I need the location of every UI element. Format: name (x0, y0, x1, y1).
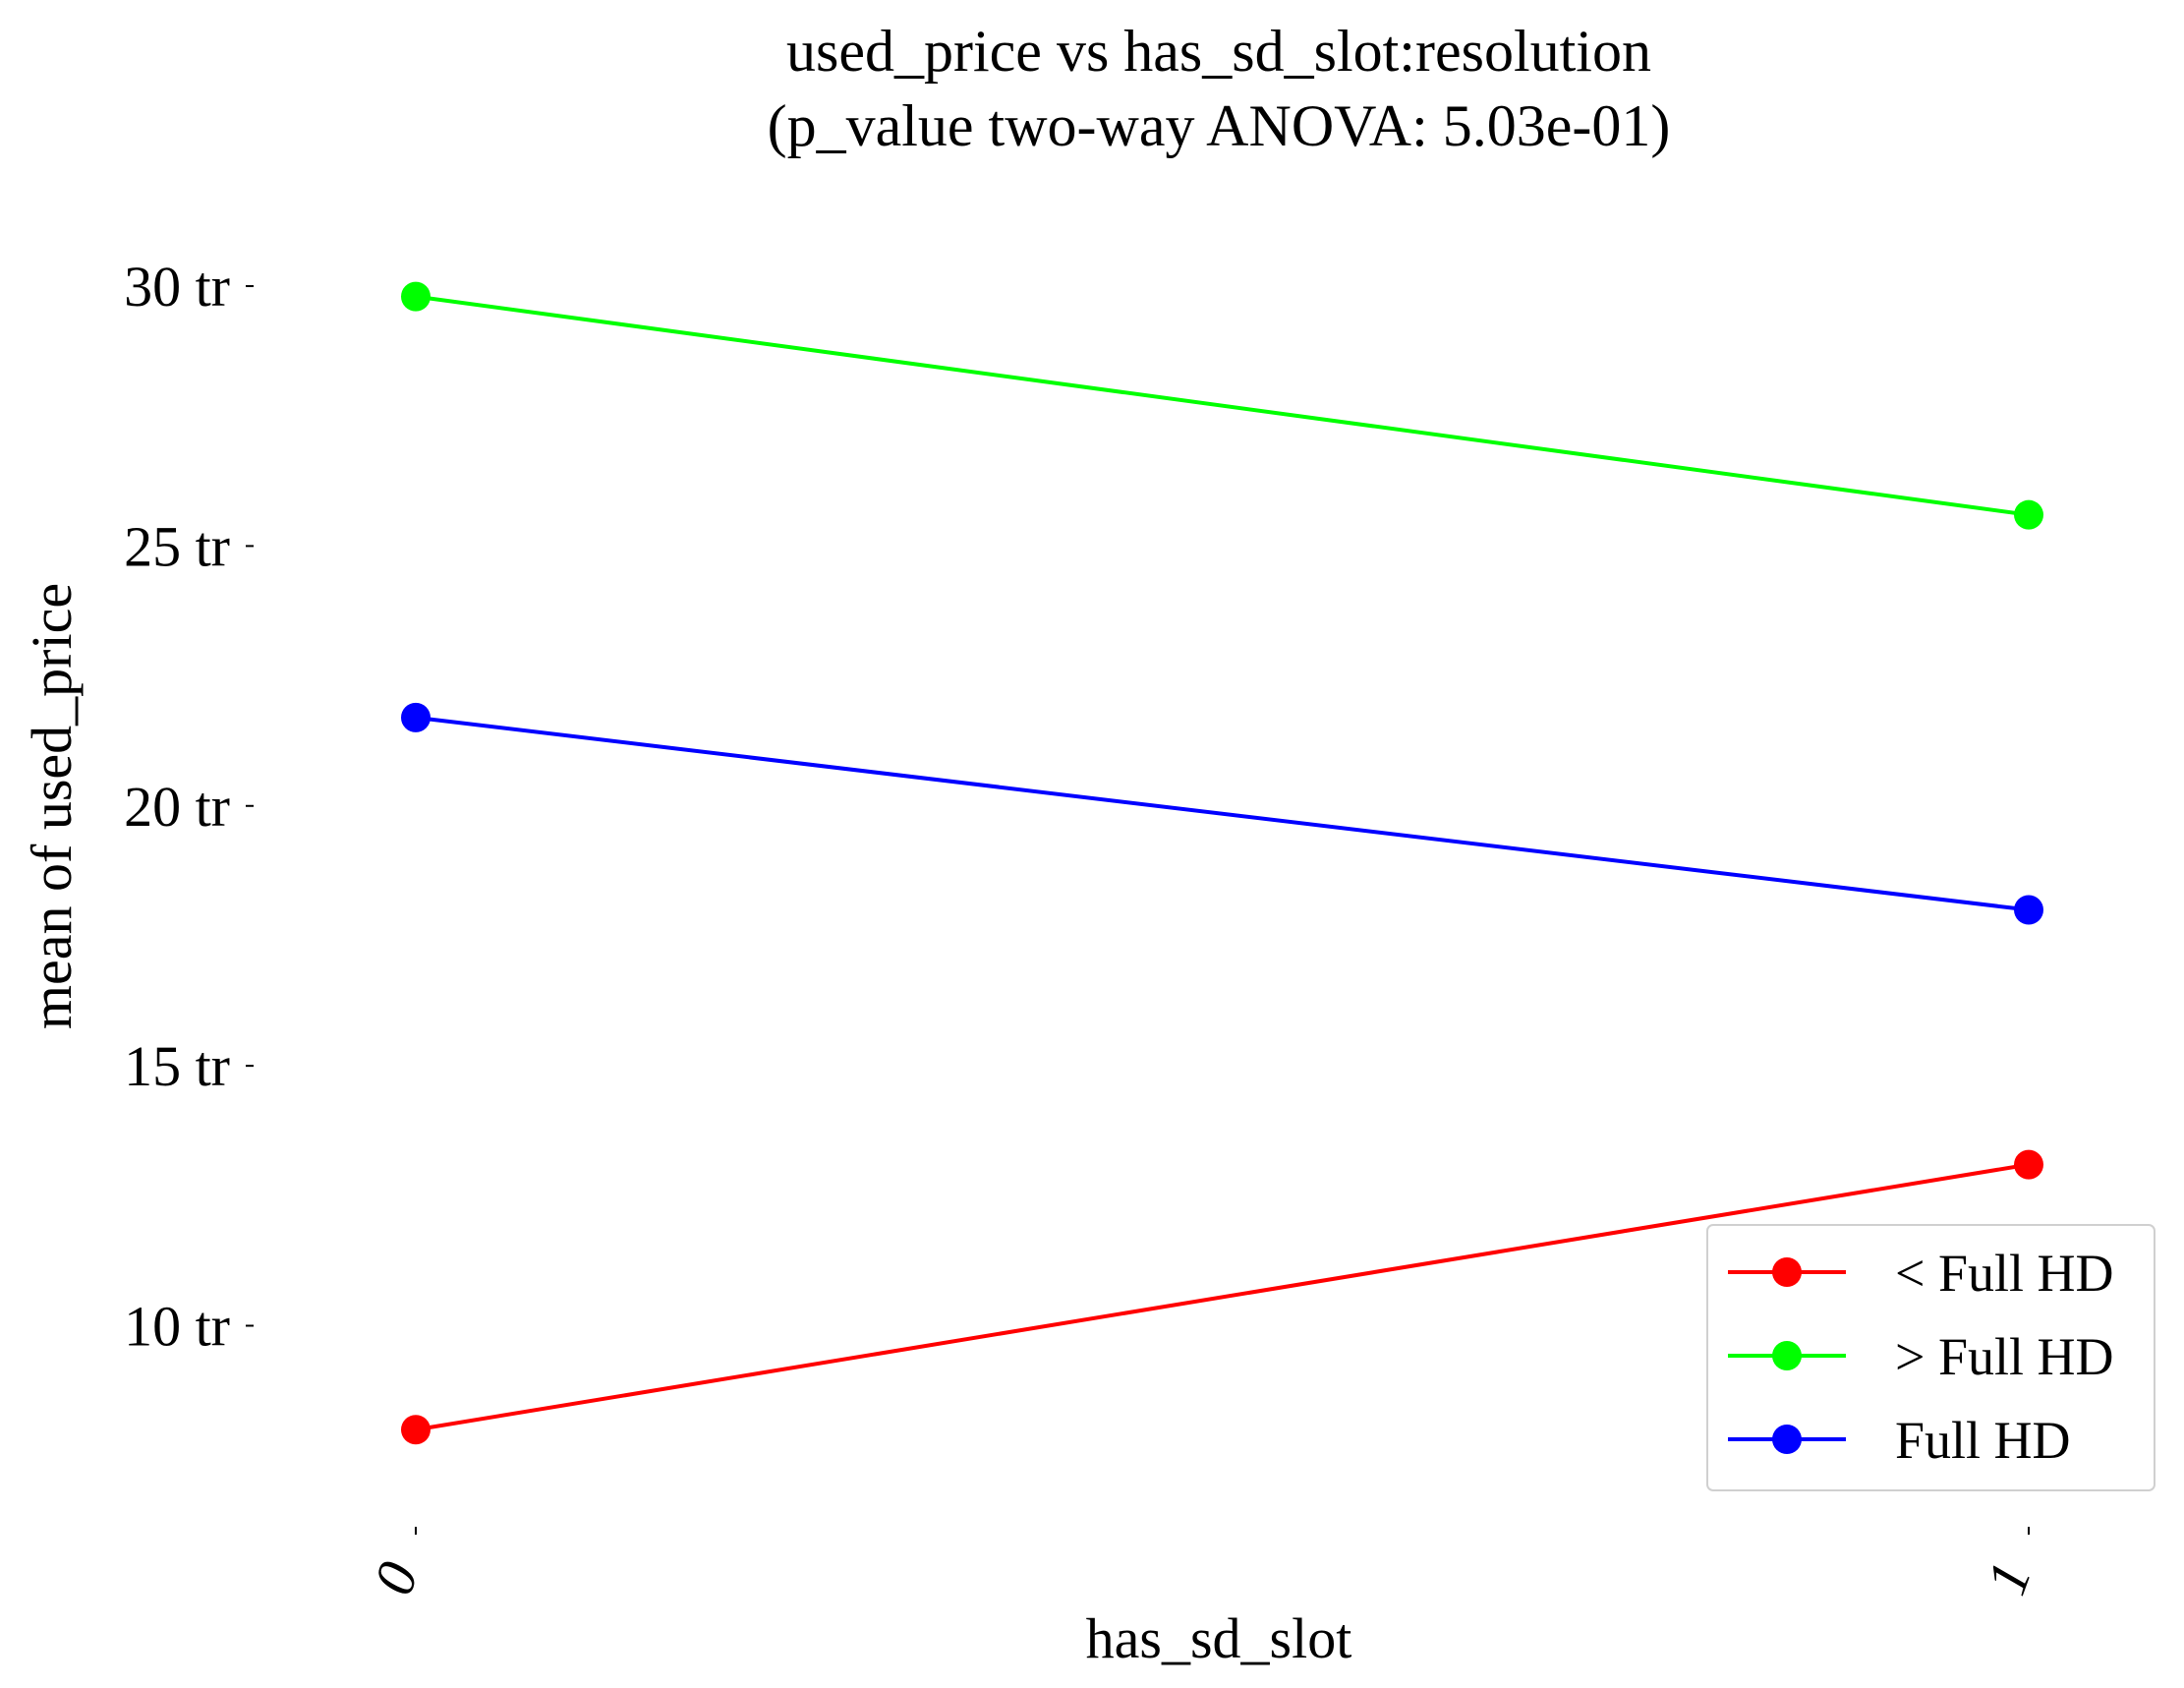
legend-label: < Full HD (1895, 1244, 2114, 1303)
x-tick-label: 0 (361, 1554, 431, 1602)
y-tick-label: 25 tr (124, 514, 230, 578)
legend-label: > Full HD (1895, 1327, 2114, 1386)
series-full-hd (401, 281, 2043, 530)
legend-swatch-marker (1772, 1257, 1802, 1287)
data-point (401, 1415, 431, 1445)
legend-item: < Full HD (1728, 1244, 2114, 1303)
chart-title-line-1: used_price vs has_sd_slot:resolution (786, 19, 1651, 84)
series-line (415, 294, 2030, 517)
legend-frame (1706, 1224, 2155, 1491)
data-point (401, 702, 431, 732)
y-tick-label: 30 tr (124, 255, 230, 319)
chart-title-line-2: (p_value two-way ANOVA: 5.03e-01) (768, 93, 1671, 158)
x-tick-label: 1 (1974, 1554, 2043, 1602)
y-axis: 10 tr 15 tr 20 tr 25 tr 30 tr (124, 255, 254, 1359)
legend: < Full HD > Full HD Full HD (1706, 1224, 2155, 1491)
legend-swatch-marker (1772, 1341, 1802, 1370)
y-axis-label: mean of used_price (20, 583, 84, 1029)
series-layer (401, 281, 2043, 1445)
legend-item: > Full HD (1728, 1327, 2114, 1386)
legend-swatch-marker (1772, 1425, 1802, 1454)
y-tick-label: 20 tr (124, 775, 230, 839)
data-point (2014, 1149, 2043, 1180)
data-point (2014, 499, 2043, 530)
data-point (401, 281, 431, 312)
series-full-hd (401, 1149, 2043, 1445)
legend-item: Full HD (1728, 1411, 2071, 1470)
data-point (2014, 895, 2043, 925)
x-axis-label: has_sd_slot (1086, 1606, 1352, 1670)
y-tick-label: 10 tr (124, 1295, 230, 1359)
y-tick-label: 15 tr (124, 1034, 230, 1098)
series-line (415, 1162, 2030, 1432)
legend-label: Full HD (1895, 1411, 2071, 1470)
series-line (415, 715, 2030, 912)
series-full-hd (401, 702, 2043, 925)
